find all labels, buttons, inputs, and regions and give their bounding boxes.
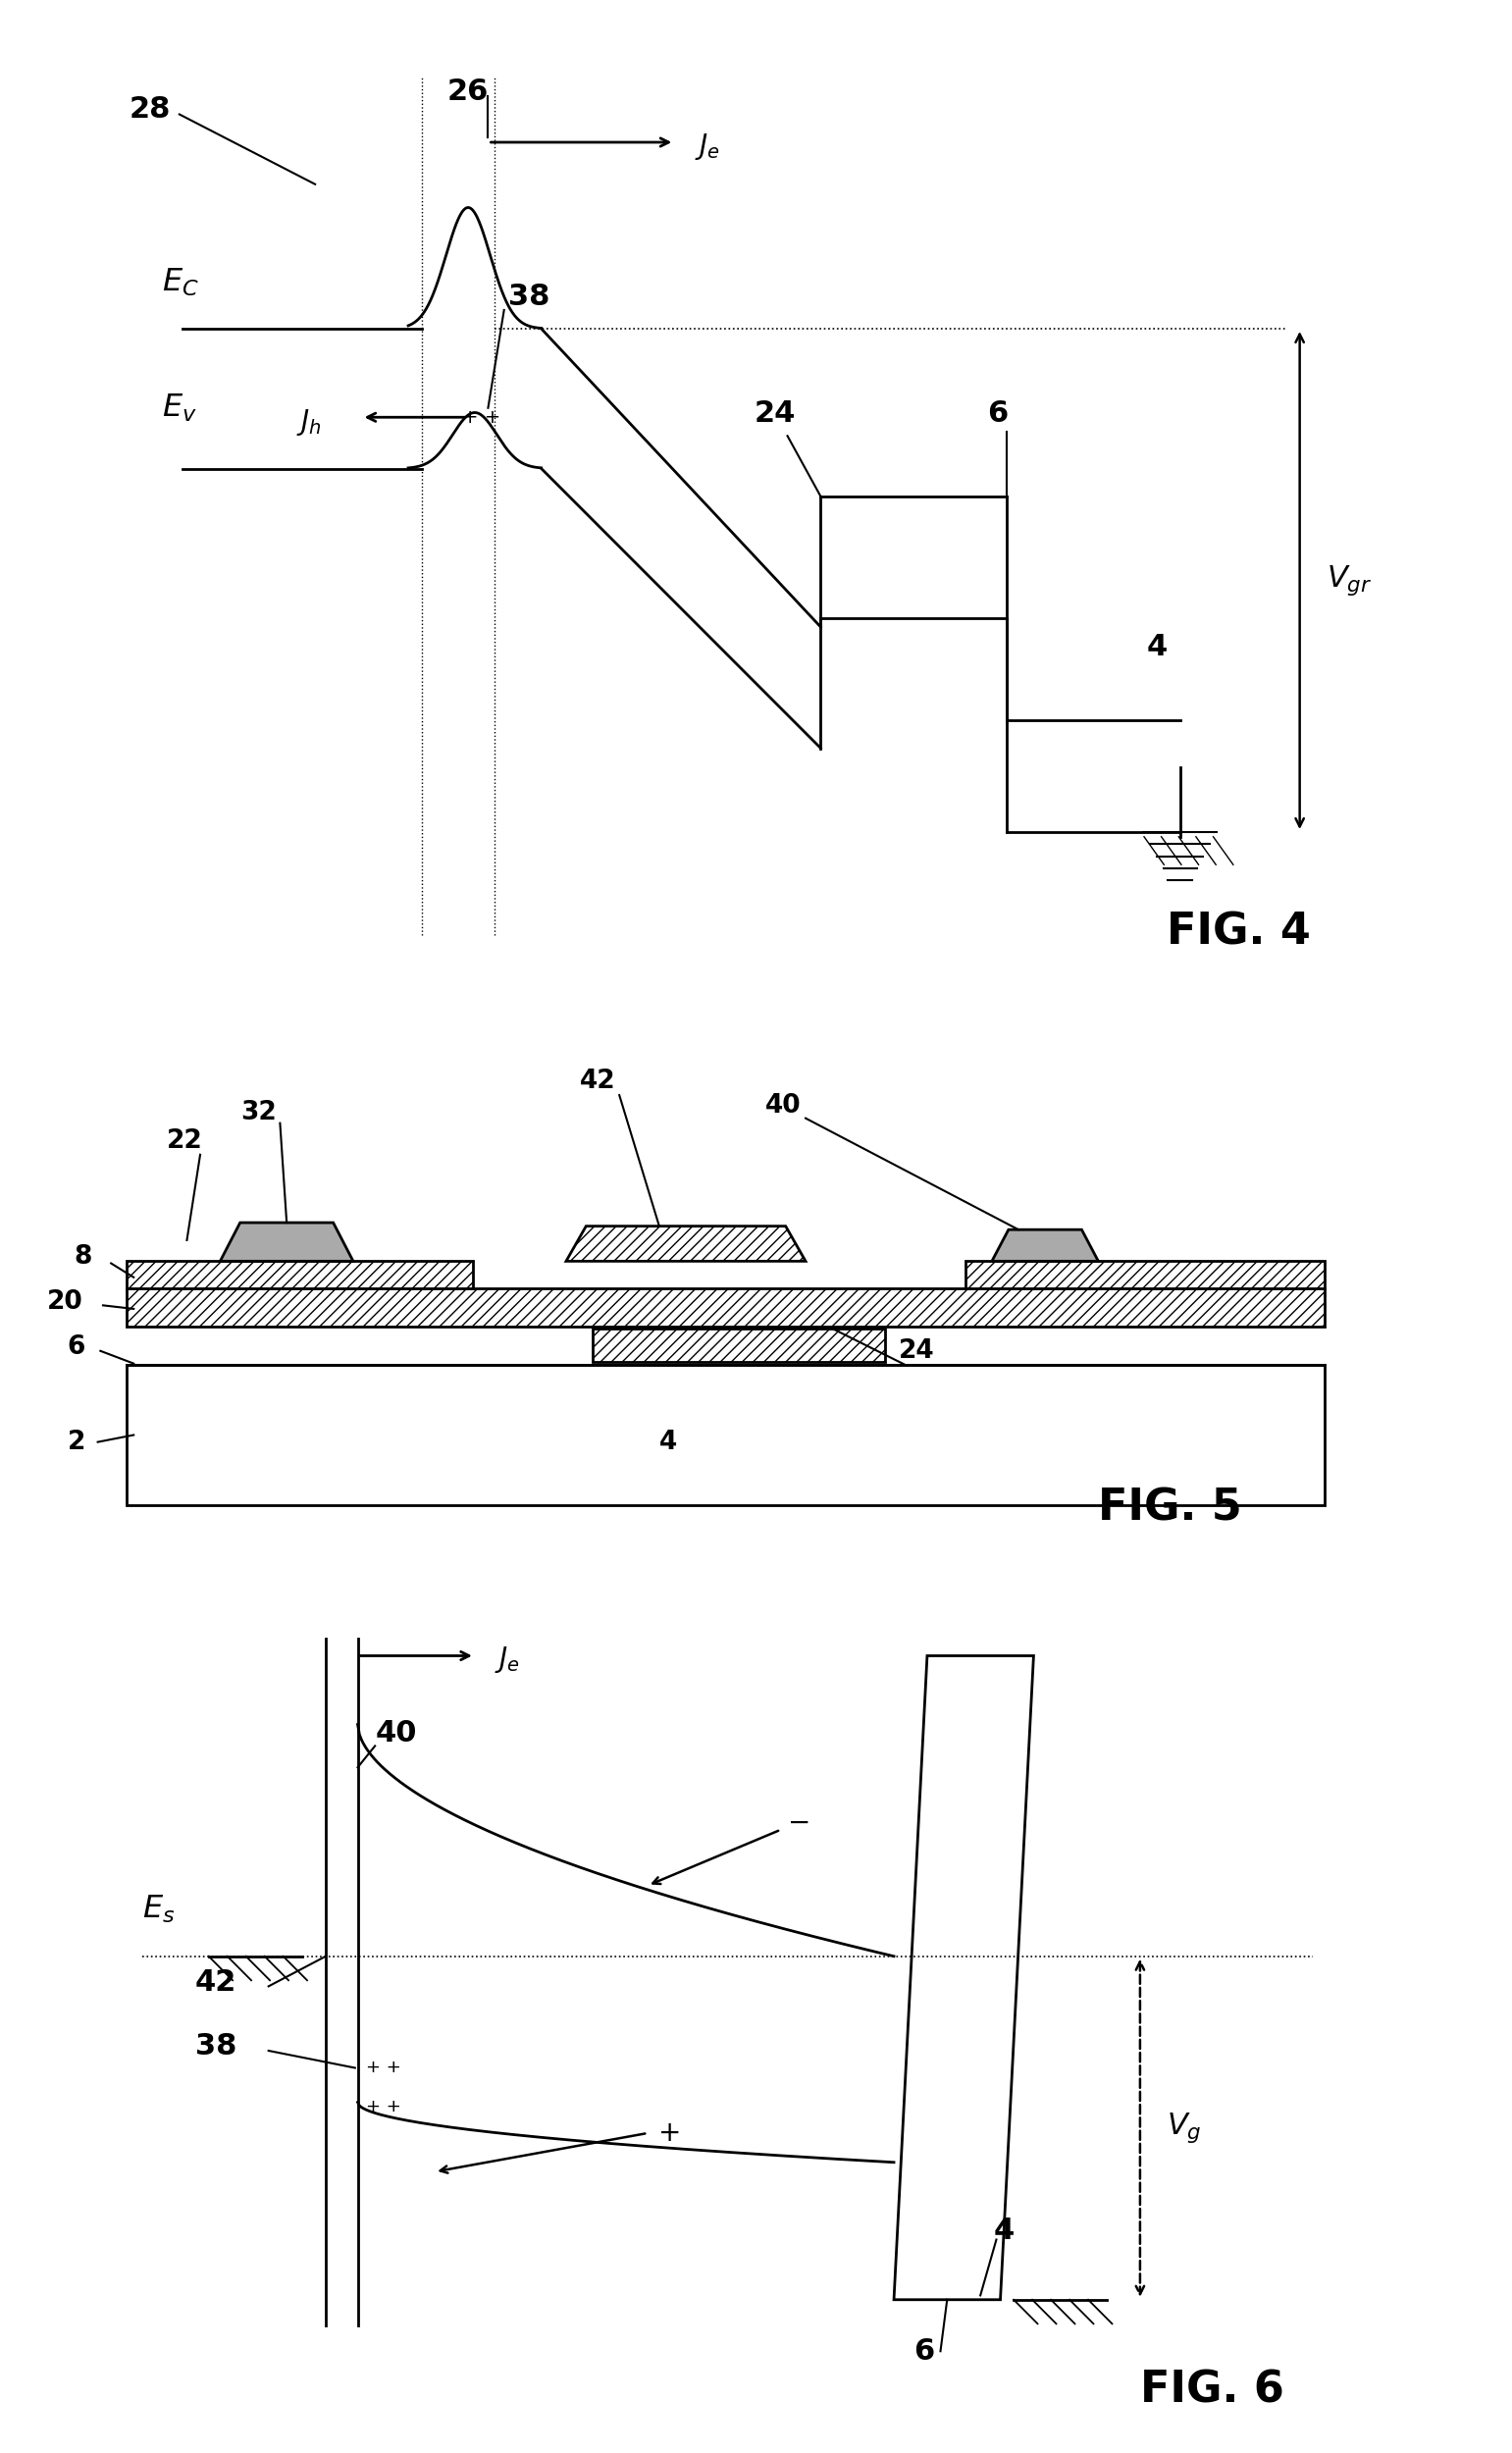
Text: $E_s$: $E_s$	[142, 1894, 175, 1926]
Polygon shape	[894, 1656, 1034, 2301]
Text: 26: 26	[448, 76, 488, 105]
Text: FIG. 4: FIG. 4	[1167, 910, 1311, 954]
Text: 6: 6	[913, 2338, 934, 2365]
Text: $E_C$: $E_C$	[162, 267, 200, 297]
Text: 4: 4	[993, 2218, 1015, 2244]
Text: 24: 24	[898, 1339, 934, 1364]
Text: $J_e$: $J_e$	[494, 1646, 520, 1675]
Text: 6: 6	[67, 1334, 85, 1361]
Bar	[593, 1330, 886, 1361]
Text: + +: + +	[366, 2097, 401, 2114]
Text: 42: 42	[195, 1967, 237, 1997]
Bar	[127, 1261, 473, 1288]
Bar	[127, 1288, 1325, 1327]
Text: 22: 22	[166, 1128, 203, 1153]
Polygon shape	[565, 1226, 806, 1261]
Text: 4: 4	[659, 1430, 677, 1455]
Text: 40: 40	[765, 1094, 801, 1119]
Polygon shape	[221, 1222, 354, 1261]
Text: FIG. 6: FIG. 6	[1140, 2370, 1284, 2411]
Text: + +: + +	[366, 2058, 401, 2078]
Text: 24: 24	[754, 400, 795, 427]
Text: FIG. 5: FIG. 5	[1098, 1487, 1243, 1531]
Polygon shape	[992, 1229, 1098, 1261]
Text: + +: + +	[463, 407, 500, 427]
Text: $J_e$: $J_e$	[694, 132, 720, 162]
Text: 40: 40	[375, 1720, 417, 1747]
Text: 42: 42	[579, 1070, 615, 1094]
Text: $J_h$: $J_h$	[296, 407, 322, 437]
Text: +: +	[658, 2119, 682, 2146]
Bar	[965, 1261, 1325, 1288]
Text: 2: 2	[67, 1430, 85, 1455]
Text: 38: 38	[195, 2034, 237, 2061]
Text: $E_v$: $E_v$	[162, 392, 197, 424]
Text: $V_{gr}$: $V_{gr}$	[1326, 564, 1371, 599]
Text: 6: 6	[987, 400, 1009, 427]
Text: 20: 20	[47, 1290, 83, 1315]
Text: 32: 32	[240, 1099, 277, 1126]
Text: −: −	[788, 1810, 810, 1837]
Text: 8: 8	[74, 1244, 92, 1268]
Bar	[127, 1364, 1325, 1506]
Text: 28: 28	[129, 96, 171, 125]
Text: $V_g$: $V_g$	[1167, 2112, 1202, 2144]
Text: 4: 4	[1146, 633, 1167, 660]
Text: 38: 38	[508, 282, 549, 312]
